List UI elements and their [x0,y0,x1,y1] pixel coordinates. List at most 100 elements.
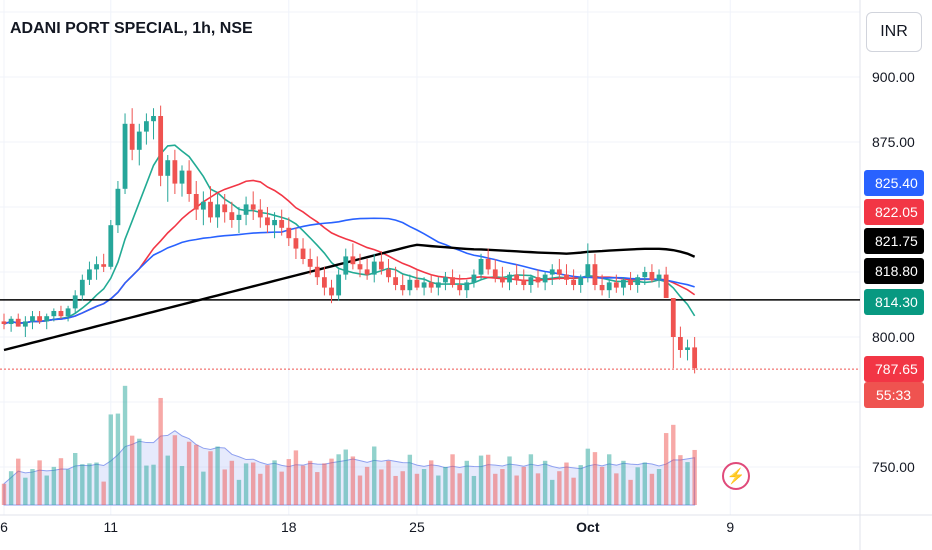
sma-fast-line [3,144,696,325]
volume-bar [585,448,591,505]
candle-body [343,256,349,275]
candle-body [571,279,576,285]
candle-body [628,279,633,285]
volume-bar [628,479,633,505]
candle-body [165,160,171,176]
candle-body [428,282,434,288]
candle-body [649,272,655,280]
candle-body [564,274,569,280]
volume-bar [165,455,170,505]
candle-body [51,311,57,317]
sma-long-line [3,243,696,352]
volume-bar [58,458,64,505]
lightning-icon[interactable]: ⚡ [722,462,750,490]
volume-bar [129,435,135,505]
candle-body [307,259,313,267]
candle-body [514,274,520,280]
price-badge-label: 814.30 [875,294,918,310]
volume-bar [692,449,697,505]
candle-body [257,209,263,218]
candle-body [215,204,220,218]
volume-bar [656,469,662,505]
candle-body [200,201,206,210]
x-tick-label: 25 [409,519,425,535]
volume-bar [65,469,71,505]
volume-bar [429,460,434,505]
candle-body [400,285,406,291]
volume-bar [364,466,370,505]
candle-body [507,274,512,283]
candle-body [692,347,698,369]
candle-body [250,204,256,210]
volume-bar [101,481,106,505]
volume-bar [16,458,21,505]
volume-bar [215,446,220,505]
candle-body [471,274,477,283]
volume-bar [208,451,213,505]
y-tick-label: 800.00 [872,329,915,345]
candle-body [279,220,285,228]
candle-body [364,269,370,275]
candle-body [685,347,690,350]
candle-body [663,274,669,298]
price-badge-label: 787.65 [875,361,918,377]
price-badge-label: 825.40 [875,175,918,191]
candle-body [678,337,683,350]
volume-bar [236,479,242,505]
volume-bar [179,466,185,505]
volume-bar [265,465,270,505]
volume-bar [286,459,291,505]
volume-bar [201,471,206,505]
volume-bar [621,460,626,505]
candle-body [635,277,641,285]
candle-body [108,225,114,267]
volume-bar [293,450,299,505]
candle-body [222,204,228,213]
volume-bar [578,465,583,505]
candle-body [357,264,363,270]
candle-body [350,256,356,265]
volume-bar [678,455,683,505]
candle-body [478,259,484,275]
volume-bar [649,473,655,505]
candle-body [613,282,619,288]
candle-body [243,204,249,215]
candle-body [79,279,85,296]
volume-bar [592,452,598,505]
volume-bar [115,413,121,505]
volume-bar [414,473,420,505]
candle-body [549,269,555,275]
volume-bar [229,460,235,505]
candle-body [265,217,270,226]
candle-body [286,227,292,239]
candle-body [386,269,391,278]
volume-bar [599,466,605,505]
volume-bar [194,444,199,505]
volume-bar [322,463,327,505]
candle-body [393,277,398,285]
volume-bar [635,467,640,505]
currency-button[interactable]: INR [866,12,922,52]
candle-body [435,282,441,288]
volume-bar [436,475,441,505]
volume-bar [272,460,277,505]
volume-bar [30,469,35,505]
volume-bar [407,454,413,505]
candle-body [500,277,505,283]
x-tick-label: 9 [726,519,734,535]
chart-title: ADANI PORT SPECIAL, 1h, NSE [10,20,253,37]
price-badge [864,356,924,382]
volume-bar [528,454,534,505]
candle-body [272,220,277,226]
candle-body [371,261,377,275]
candle-body [336,274,342,296]
volume-bar [564,462,569,505]
candle-body [293,238,299,249]
price-badge [864,289,924,315]
volume-average-area [3,430,696,506]
volume-bar [151,464,156,505]
volume-bar [386,460,391,505]
volume-bar [421,469,427,505]
